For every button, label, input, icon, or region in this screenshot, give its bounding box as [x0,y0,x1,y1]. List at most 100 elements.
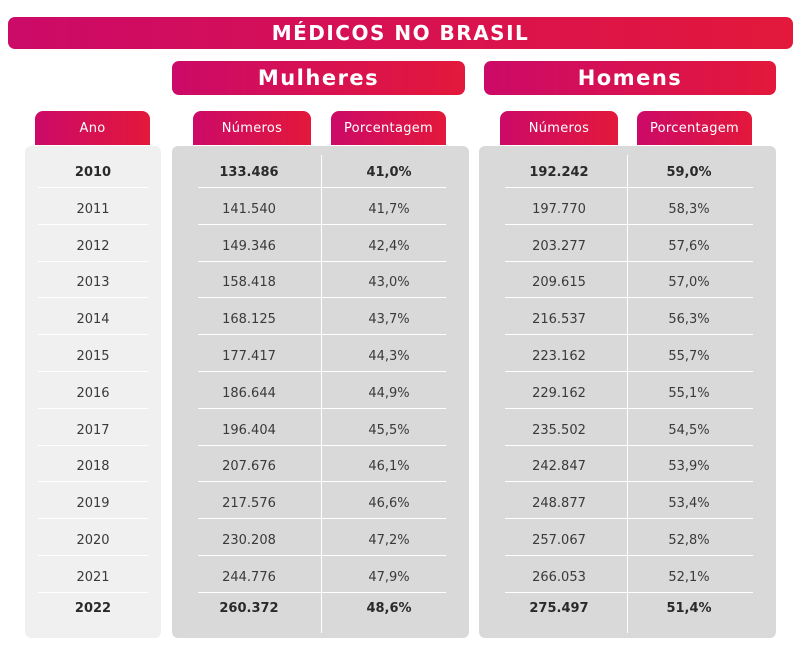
row-separator [505,481,753,482]
table-cell-men-percent: 58,3% [668,202,710,217]
row-separator [505,555,753,556]
row-separator [198,261,446,262]
group-header-men: Homens [484,61,776,95]
row-separator [38,187,148,188]
row-separator [198,445,446,446]
table-cell-women-numbers: 217.576 [222,496,276,511]
table-cell-men-numbers: 266.053 [532,570,586,585]
row-separator [505,224,753,225]
table-cell-women-percent: 47,2% [368,533,410,548]
year-column-panel [25,146,161,638]
table-cell-women-percent: 44,9% [368,386,410,401]
row-separator [38,297,148,298]
table-cell-men-percent: 56,3% [668,312,710,327]
table-cell-year: 2011 [76,202,110,217]
row-separator [38,481,148,482]
table-cell-women-percent: 47,9% [368,570,410,585]
row-separator [38,445,148,446]
table-cell-women-percent: 46,6% [368,496,410,511]
row-separator [505,408,753,409]
row-separator [198,481,446,482]
table-cell-men-percent: 54,5% [668,423,710,438]
row-separator [38,224,148,225]
row-separator [38,518,148,519]
table-cell-women-numbers: 196.404 [222,423,276,438]
table-cell-women-percent: 44,3% [368,349,410,364]
table-cell-year: 2014 [76,312,110,327]
table-cell-women-percent: 43,0% [368,275,410,290]
column-header-women-numbers: Números [193,111,311,145]
table-cell-women-numbers: 207.676 [222,459,276,474]
group-header-women: Mulheres [172,61,465,95]
table-cell-men-percent: 59,0% [666,165,712,180]
column-divider [627,155,628,633]
table-cell-men-numbers: 216.537 [532,312,586,327]
table-cell-women-percent: 41,0% [366,165,412,180]
row-separator [198,592,446,593]
table-cell-men-numbers: 275.497 [529,601,589,616]
row-separator [198,224,446,225]
table-cell-year: 2020 [76,533,110,548]
row-separator [198,555,446,556]
table-cell-men-percent: 51,4% [666,601,712,616]
row-separator [198,334,446,335]
row-separator [505,445,753,446]
table-cell-men-percent: 55,1% [668,386,710,401]
table-cell-year: 2018 [76,459,110,474]
column-header-men-numbers: Números [500,111,618,145]
table-cell-men-percent: 57,6% [668,239,710,254]
row-separator [38,555,148,556]
table-cell-men-numbers: 248.877 [532,496,586,511]
row-separator [505,371,753,372]
table-cell-women-percent: 48,6% [366,601,412,616]
row-separator [198,518,446,519]
table-cell-men-numbers: 209.615 [532,275,586,290]
column-header-men-percent: Porcentagem [637,111,752,145]
table-cell-men-numbers: 223.162 [532,349,586,364]
table-cell-year: 2015 [76,349,110,364]
table-cell-year: 2017 [76,423,110,438]
table-cell-men-numbers: 192.242 [529,165,589,180]
table-cell-men-numbers: 197.770 [532,202,586,217]
column-divider [321,155,322,633]
table-cell-women-numbers: 158.418 [222,275,276,290]
table-cell-year: 2016 [76,386,110,401]
row-separator [198,408,446,409]
table-cell-women-percent: 43,7% [368,312,410,327]
row-separator [38,261,148,262]
table-cell-men-percent: 57,0% [668,275,710,290]
table-cell-men-numbers: 203.277 [532,239,586,254]
row-separator [38,371,148,372]
table-cell-women-numbers: 133.486 [219,165,279,180]
table-cell-women-percent: 46,1% [368,459,410,474]
row-separator [505,261,753,262]
table-cell-women-numbers: 230.208 [222,533,276,548]
table-cell-men-numbers: 257.067 [532,533,586,548]
table-cell-men-percent: 52,8% [668,533,710,548]
table-cell-women-numbers: 149.346 [222,239,276,254]
row-separator [38,408,148,409]
table-cell-women-numbers: 168.125 [222,312,276,327]
table-cell-men-percent: 53,4% [668,496,710,511]
column-header-year: Ano [35,111,150,145]
table-cell-year: 2012 [76,239,110,254]
table-cell-men-numbers: 229.162 [532,386,586,401]
row-separator [505,297,753,298]
table-cell-women-percent: 45,5% [368,423,410,438]
table-cell-year: 2021 [76,570,110,585]
row-separator [505,518,753,519]
table-cell-women-percent: 41,7% [368,202,410,217]
row-separator [38,334,148,335]
table-cell-men-percent: 55,7% [668,349,710,364]
table-cell-women-numbers: 177.417 [222,349,276,364]
table-cell-year: 2019 [76,496,110,511]
table-cell-year: 2022 [74,601,112,616]
table-cell-men-numbers: 242.847 [532,459,586,474]
row-separator [505,334,753,335]
row-separator [38,592,148,593]
table-cell-women-numbers: 260.372 [219,601,279,616]
page-title: MÉDICOS NO BRASIL [8,17,793,49]
table-cell-men-percent: 53,9% [668,459,710,474]
row-separator [198,297,446,298]
table-cell-men-percent: 52,1% [668,570,710,585]
